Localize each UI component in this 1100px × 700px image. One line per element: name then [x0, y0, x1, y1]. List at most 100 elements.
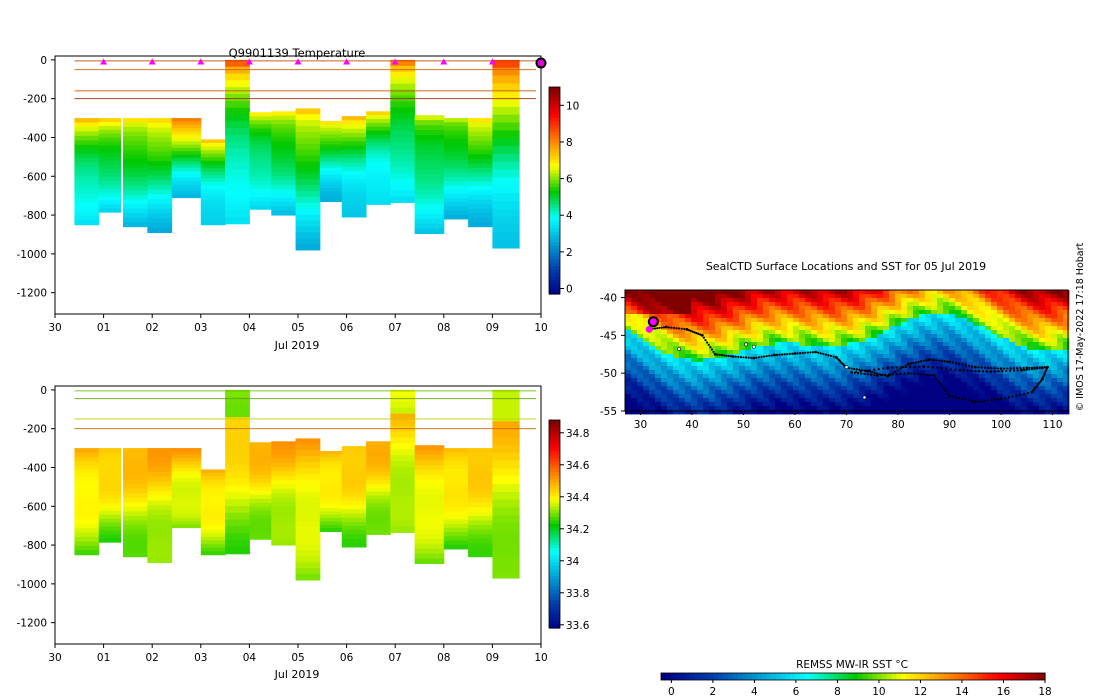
sst-cell [889, 314, 896, 319]
colorbar-segment [549, 104, 560, 109]
profile-cell [366, 134, 391, 139]
sst-cell [799, 302, 806, 307]
profile-cell [123, 213, 148, 219]
track-point [904, 366, 907, 369]
sst-cell [925, 390, 932, 395]
sst-cell [949, 298, 956, 303]
sst-cell [1039, 326, 1046, 331]
track-point [685, 327, 689, 331]
sst-cell [847, 406, 854, 411]
profile-cell [366, 487, 391, 493]
profile-cell [171, 461, 202, 466]
sst-cell [937, 294, 944, 299]
sst-cell [1015, 318, 1022, 323]
profile-cell [390, 431, 416, 438]
sst-cell [823, 338, 830, 343]
sst-cell [709, 366, 716, 371]
sst-cell [889, 362, 896, 367]
profile-cell [74, 479, 100, 485]
sst-cell [961, 398, 968, 403]
sst-cell [925, 354, 932, 359]
sst-cell [775, 314, 782, 319]
sst-cell [991, 374, 998, 379]
profile-cell [271, 510, 297, 516]
sst-cell [877, 346, 884, 351]
sst-cell [805, 382, 812, 387]
y-tick-label: 0 [40, 55, 47, 67]
sst-cell [949, 374, 956, 379]
sst-cell [937, 346, 944, 351]
sst-cell [919, 326, 926, 331]
sst-cell [883, 394, 890, 399]
sst-cell [877, 410, 884, 415]
profile-cell [366, 169, 391, 174]
sst-cell [955, 290, 962, 295]
sst-cell [847, 398, 854, 403]
sst-cell [847, 382, 854, 387]
profile-cell [341, 496, 367, 502]
profile-cell [414, 189, 445, 195]
profile-cell [171, 174, 202, 179]
profile-cell [366, 515, 391, 520]
sst-cell [637, 386, 644, 391]
sst-cell [673, 330, 680, 335]
profile-cell [295, 108, 321, 115]
sst-cell [985, 290, 992, 295]
latitude-axis: -40-45-50-55 [600, 293, 625, 418]
sst-cell [835, 298, 842, 303]
sst-cell [1015, 310, 1022, 315]
track-point [704, 339, 707, 342]
sst-cell [811, 378, 818, 383]
sst-cell [901, 374, 908, 379]
sst-cell [853, 406, 860, 411]
colorbar-segment [549, 145, 560, 150]
sst-cell [1063, 314, 1070, 319]
sst-cell [961, 338, 968, 343]
sst-cell [769, 362, 776, 367]
sst-cell [709, 294, 716, 299]
sst-cell [1057, 330, 1064, 335]
sst-cell [937, 386, 944, 391]
sst-cell [637, 362, 644, 367]
profile-cell [225, 526, 250, 534]
profile-cell [271, 493, 297, 499]
sst-cell [985, 374, 992, 379]
profile-cell [98, 208, 122, 213]
profile-cell [123, 131, 148, 137]
sst-cell [907, 390, 914, 395]
sst-cell [715, 378, 722, 383]
sst-cell [769, 310, 776, 315]
sst-cell [943, 302, 950, 307]
sst-cell [1057, 326, 1064, 331]
sst-cell [1009, 354, 1016, 359]
profile-cell [123, 204, 148, 210]
sst-cell [1045, 326, 1052, 331]
profile-cell [123, 208, 148, 214]
sst-cell [841, 354, 848, 359]
profile-cell [200, 160, 226, 165]
profile-cell [295, 556, 321, 563]
sst-cell [637, 390, 644, 395]
sst-cell [847, 370, 854, 375]
sst-cell [805, 378, 812, 383]
sst-cell [793, 290, 800, 295]
sst-cell [925, 410, 932, 415]
colorbar-tick-label: 33.6 [566, 620, 590, 632]
profile-cell [98, 530, 122, 535]
profile-cell [468, 163, 493, 169]
sst-cell [745, 298, 752, 303]
profile-cell [341, 483, 367, 489]
sst-cell [967, 342, 974, 347]
profile-cell [341, 504, 367, 510]
profile-cell [366, 165, 391, 170]
profile-cell [468, 506, 493, 512]
sst-cell [895, 350, 902, 355]
sst-cell [907, 334, 914, 339]
sst-cell [1027, 334, 1034, 339]
sst-cell [685, 362, 692, 367]
sst-cell [841, 382, 848, 387]
sst-cell [901, 410, 908, 415]
profile-cell [271, 475, 297, 481]
sst-cell [679, 410, 686, 415]
